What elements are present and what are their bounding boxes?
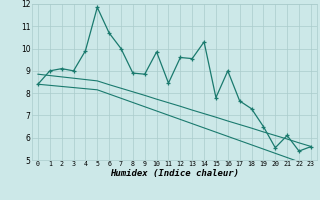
X-axis label: Humidex (Indice chaleur): Humidex (Indice chaleur) (110, 169, 239, 178)
